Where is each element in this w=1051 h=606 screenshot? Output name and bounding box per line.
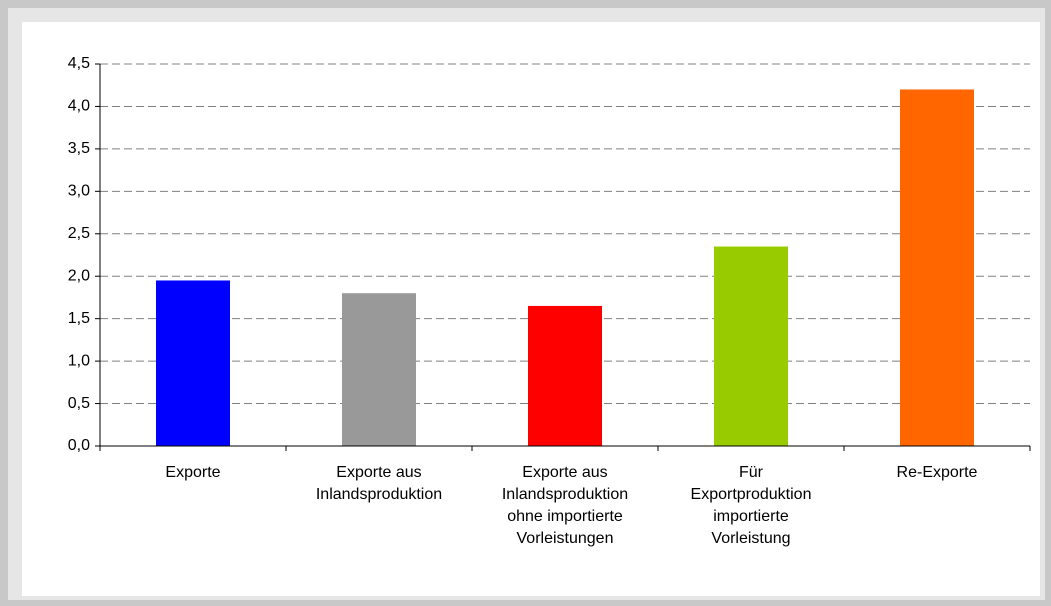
y-tick-label: 4,5 <box>68 55 90 72</box>
bar <box>342 293 416 446</box>
bar <box>900 89 974 446</box>
y-tick-label: 3,0 <box>68 183 90 200</box>
y-tick-label: 1,0 <box>68 352 90 369</box>
y-tick-label: 0,5 <box>68 395 90 412</box>
y-tick-label: 2,5 <box>68 225 90 242</box>
y-tick-label: 1,5 <box>68 310 90 327</box>
x-tick-label: Exporte <box>165 464 221 481</box>
bar <box>156 280 230 446</box>
bar <box>714 246 788 446</box>
y-tick-label: 0,0 <box>68 437 90 454</box>
x-tick-label: Exporte aus Inlandsproduktion <box>315 464 443 503</box>
y-tick-label: 4,0 <box>68 98 90 115</box>
x-tick-label: Für Exportproduktion importierte Vorleis… <box>690 464 812 547</box>
y-tick-label: 2,0 <box>68 267 90 284</box>
x-tick-label: Re-Exporte <box>896 464 978 481</box>
y-tick-label: 3,5 <box>68 140 90 157</box>
bar <box>528 305 602 446</box>
x-tick-label: Exporte aus Inlandsproduktion ohne impor… <box>501 464 629 547</box>
